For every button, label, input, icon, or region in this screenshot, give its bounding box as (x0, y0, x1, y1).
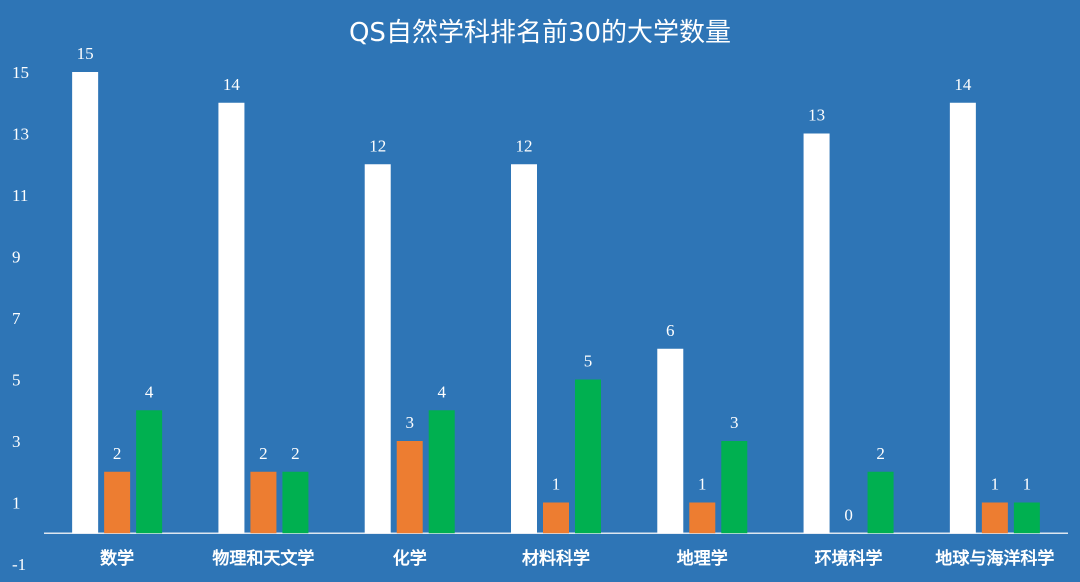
bar-value-label: 0 (844, 505, 853, 524)
bar-value-label: 6 (666, 321, 675, 340)
bar-value-label: 2 (259, 444, 268, 463)
bar (689, 502, 716, 534)
bar-value-label: 2 (291, 444, 300, 463)
bar-value-label: 3 (405, 413, 414, 432)
bar (72, 72, 99, 534)
bar-value-label: 1 (991, 475, 1000, 494)
bar-value-label: 1 (1023, 475, 1032, 494)
bar (428, 410, 455, 534)
bar-value-label: 3 (730, 413, 739, 432)
bar-value-label: 5 (584, 352, 593, 371)
category-label: 地球与海洋科学 (935, 548, 1054, 569)
bar-value-label: 1 (698, 475, 707, 494)
y-tick-label: 11 (12, 186, 28, 205)
y-tick-label: 1 (12, 494, 21, 513)
category-labels-group: 数学 物理和天文学 化学 材料科学 地理学 环境科学 地球与海洋科学 (100, 548, 1054, 569)
bar (218, 102, 245, 534)
y-tick-label: 7 (12, 309, 21, 328)
bar-value-label: 13 (808, 106, 825, 125)
bar-value-label: 2 (876, 444, 885, 463)
y-tick-label: -1 (12, 555, 26, 574)
category-label: 化学 (393, 548, 427, 569)
y-tick-label: 13 (12, 125, 29, 144)
bar (396, 441, 423, 534)
y-tick-label: 15 (12, 63, 29, 82)
bar (104, 471, 131, 534)
bar (511, 164, 537, 534)
bar (803, 133, 830, 534)
bar (575, 379, 601, 534)
bar (657, 348, 684, 534)
bar-value-label: 2 (113, 444, 122, 463)
bar-value-label: 12 (369, 136, 386, 155)
y-tick-label: 5 (12, 371, 21, 390)
bar (543, 502, 569, 534)
bar-value-label: 1 (552, 475, 561, 494)
bar (981, 502, 1008, 534)
category-label: 材料科学 (522, 548, 590, 569)
bar (364, 164, 391, 534)
bars-group (72, 72, 1040, 534)
category-label: 环境科学 (815, 548, 883, 569)
bar-value-label: 4 (437, 382, 446, 401)
category-label: 物理和天文学 (212, 548, 314, 569)
bar-value-label: 15 (77, 44, 94, 63)
bar (721, 441, 748, 534)
bar (282, 471, 309, 534)
bar-value-label: 14 (954, 75, 972, 94)
bar (1013, 502, 1040, 534)
y-tick-label: 9 (12, 248, 21, 267)
bar-value-label: 4 (145, 382, 154, 401)
bar (136, 410, 163, 534)
bar-value-label: 14 (223, 75, 241, 94)
bar (250, 471, 277, 534)
chart-title: QS自然学科排名前30的大学数量 (349, 18, 731, 48)
y-tick-label: 3 (12, 432, 21, 451)
category-label: 地理学 (677, 548, 728, 569)
bar (949, 102, 976, 534)
bar-value-label: 12 (516, 136, 533, 155)
category-label: 数学 (100, 548, 134, 569)
bar (867, 471, 894, 534)
